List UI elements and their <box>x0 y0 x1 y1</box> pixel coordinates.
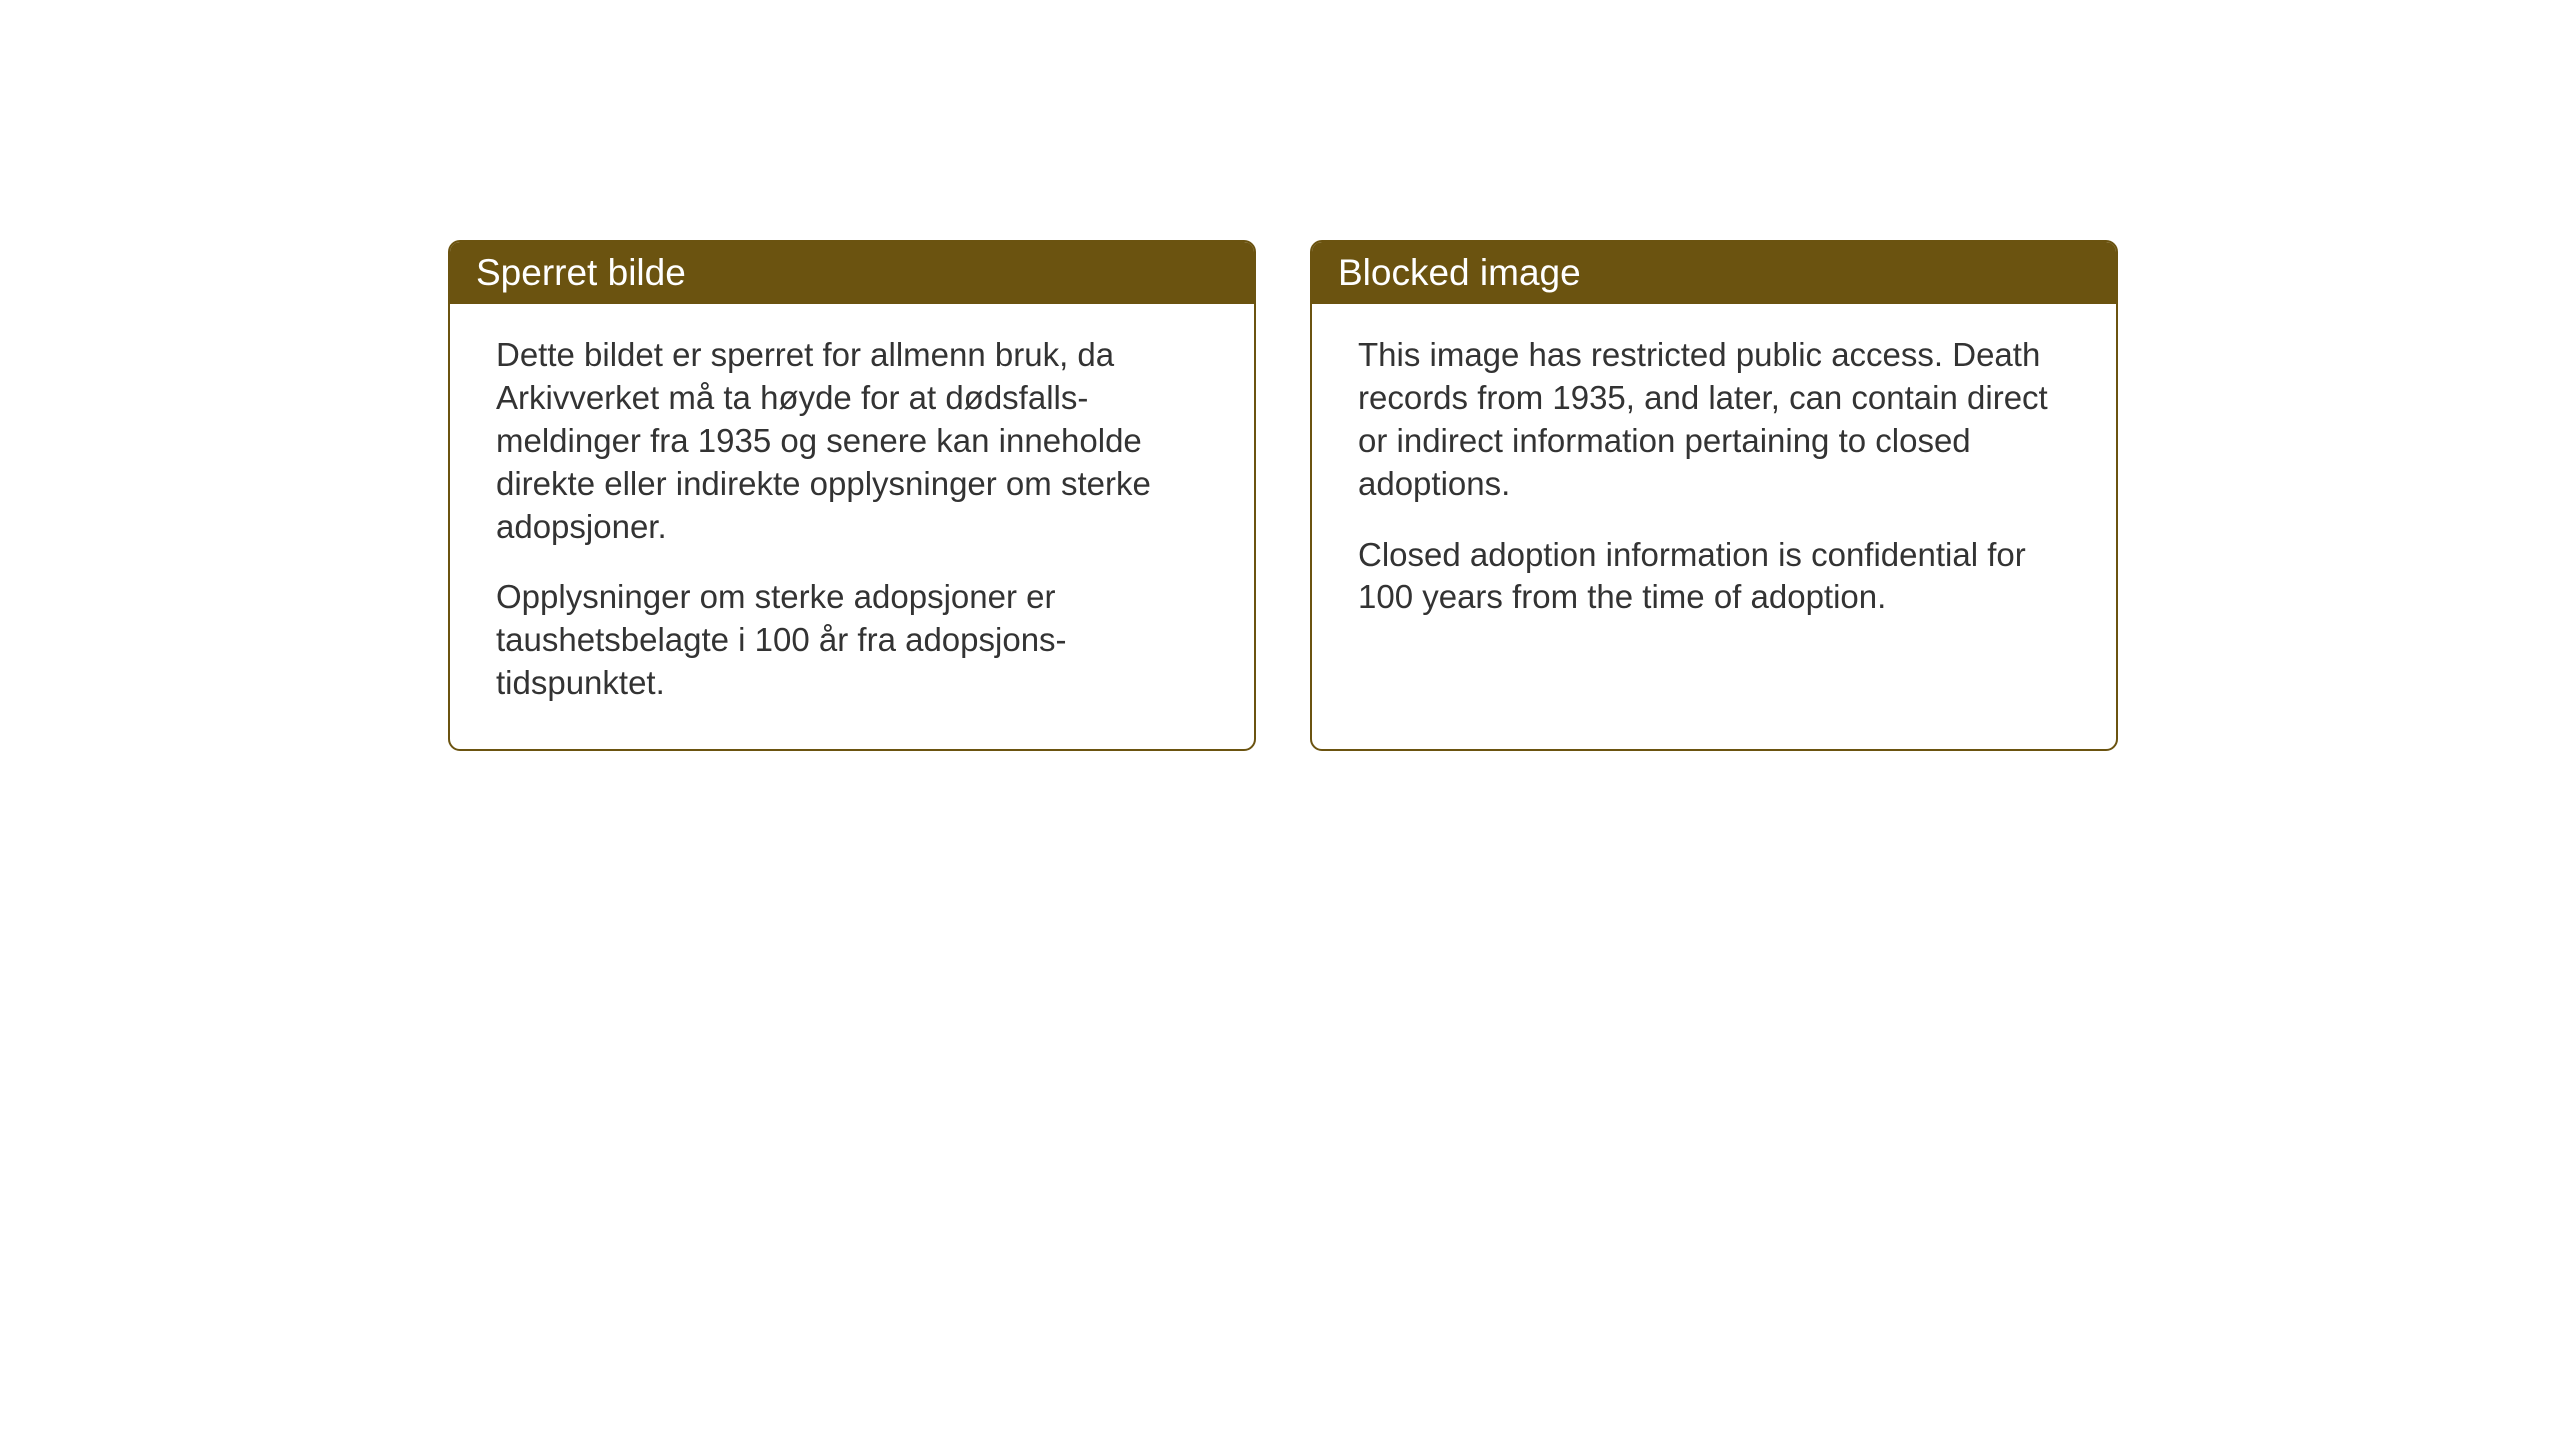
english-card-title: Blocked image <box>1312 242 2116 304</box>
notice-cards-container: Sperret bilde Dette bildet er sperret fo… <box>448 240 2560 751</box>
norwegian-notice-card: Sperret bilde Dette bildet er sperret fo… <box>448 240 1256 751</box>
norwegian-card-title: Sperret bilde <box>450 242 1254 304</box>
norwegian-paragraph-1: Dette bildet er sperret for allmenn bruk… <box>496 334 1208 548</box>
norwegian-card-body: Dette bildet er sperret for allmenn bruk… <box>450 304 1254 749</box>
norwegian-paragraph-2: Opplysninger om sterke adopsjoner er tau… <box>496 576 1208 705</box>
english-paragraph-2: Closed adoption information is confident… <box>1358 534 2070 620</box>
english-paragraph-1: This image has restricted public access.… <box>1358 334 2070 506</box>
english-card-body: This image has restricted public access.… <box>1312 304 2116 663</box>
english-notice-card: Blocked image This image has restricted … <box>1310 240 2118 751</box>
